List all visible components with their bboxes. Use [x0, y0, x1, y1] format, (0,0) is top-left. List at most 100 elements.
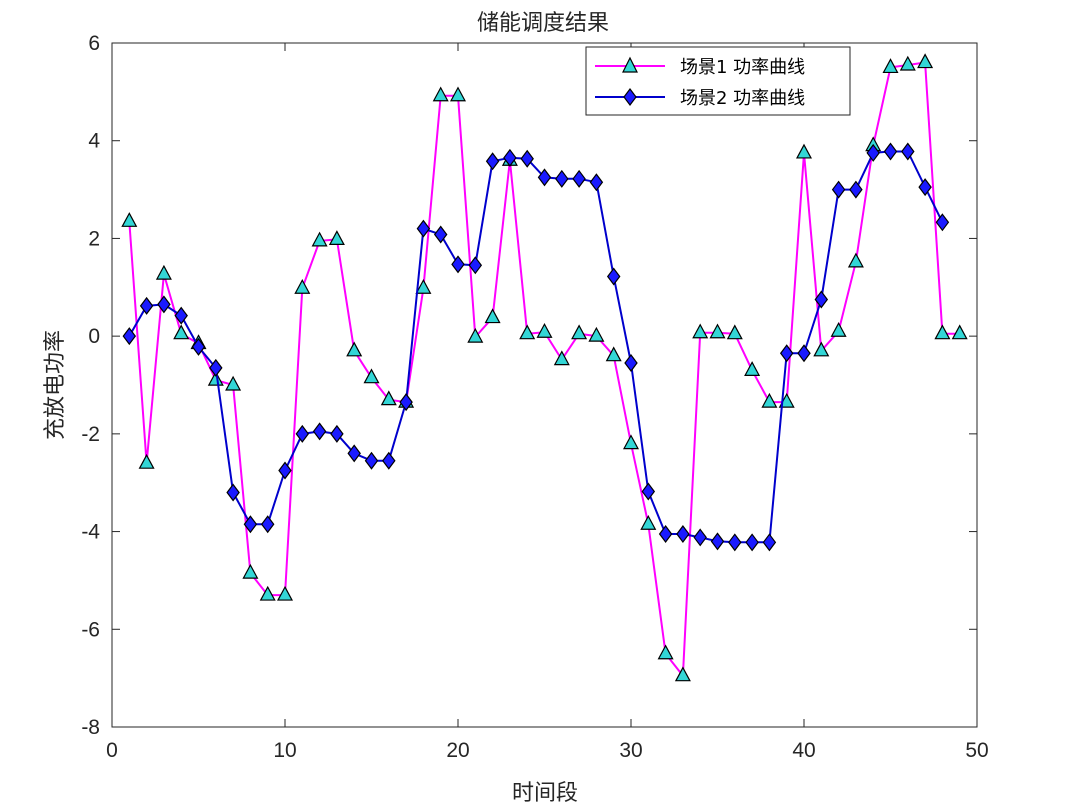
series-1-point — [553, 350, 570, 366]
series-1-point — [225, 375, 242, 391]
series-1-point — [640, 514, 657, 530]
axis-ticks: 0 10 20 30 40 50 -8 -6 -4 -2 0 2 4 6 — [81, 32, 988, 762]
series-1-point — [605, 346, 622, 362]
series-1-point — [536, 322, 553, 338]
series-2-point — [814, 290, 829, 309]
series-2-point — [883, 142, 898, 161]
y-tick-label: 2 — [88, 227, 100, 250]
series-1-point — [519, 324, 536, 340]
series-1-point — [951, 324, 968, 340]
series-2-point — [555, 169, 569, 188]
series-2-point — [174, 306, 188, 325]
series-2 — [122, 142, 950, 552]
series-2-point — [676, 525, 690, 544]
series-2-point — [226, 483, 240, 502]
y-tick-label: -8 — [81, 716, 100, 739]
series-1-point — [847, 252, 864, 268]
y-tick-label: 4 — [88, 130, 100, 153]
series-2-point — [901, 142, 915, 161]
series-1-point — [674, 666, 691, 682]
series-1-point — [813, 341, 830, 357]
series-2-point — [658, 525, 673, 544]
series-2-point — [918, 178, 932, 197]
series-2-point — [728, 533, 742, 552]
series-1-point — [467, 327, 484, 343]
series-1-point — [276, 585, 294, 601]
series-2-point — [537, 168, 552, 187]
series-1-point — [934, 324, 951, 340]
series-2-point — [139, 296, 154, 315]
legend-label-series-2: 场景2 功率曲线 — [680, 88, 805, 109]
series-2-point — [278, 461, 292, 480]
series-2-point — [849, 180, 863, 199]
series-2-point — [589, 173, 604, 192]
y-tick-label: -2 — [81, 423, 100, 446]
series-1-point — [899, 55, 916, 71]
legend-marker-series-1 — [622, 56, 638, 73]
series-1-point — [622, 434, 640, 450]
legend: 场景1 功率曲线 场景2 功率曲线 — [585, 46, 851, 116]
series-2-point — [451, 255, 465, 274]
y-axis-title: 充放电功率 — [43, 330, 68, 440]
series-2-point — [382, 451, 396, 470]
y-tick-label: -4 — [81, 521, 100, 544]
series-1-point — [259, 585, 276, 601]
series-1-point — [346, 341, 363, 357]
series-2-point — [295, 424, 310, 443]
series-2-point — [503, 148, 517, 167]
series-1-point — [795, 143, 813, 159]
series-1-point — [882, 58, 899, 74]
legend-label-series-1: 场景1 功率曲线 — [680, 57, 805, 78]
series-2-point — [641, 482, 656, 501]
y-tick-label: 6 — [88, 32, 100, 55]
series-2-point — [364, 451, 379, 470]
plot-frame — [111, 42, 978, 728]
series-2-point — [935, 213, 950, 232]
series-2-point — [745, 533, 759, 552]
series-1-point — [415, 278, 432, 294]
x-tick-label: 20 — [446, 739, 469, 762]
series-2-point — [710, 532, 725, 551]
series-1-point — [484, 308, 501, 324]
series-1-point — [380, 390, 397, 406]
series-2-point — [572, 169, 586, 188]
x-tick-label: 40 — [792, 739, 815, 762]
series-1-point — [328, 230, 345, 246]
series-1-point — [242, 563, 259, 579]
series-1-point — [761, 392, 778, 408]
series-2-point — [485, 152, 500, 171]
series-2-point — [122, 327, 137, 346]
series-1-point — [138, 453, 155, 469]
series-2-point — [157, 295, 171, 314]
series-2-point — [779, 344, 794, 363]
series-2-point — [209, 358, 223, 377]
series-1-point — [311, 231, 328, 247]
series-1-point — [692, 323, 709, 339]
series-2-point — [347, 444, 361, 463]
series-2-point — [520, 149, 534, 168]
series-2-point — [243, 515, 258, 534]
series-1-point — [155, 264, 172, 280]
x-tick-label: 10 — [273, 739, 296, 762]
series-2-point — [624, 354, 638, 373]
series-1-point — [173, 324, 190, 340]
series-2-point — [312, 422, 327, 441]
series-2-point — [693, 528, 707, 547]
series-1-point — [571, 324, 588, 340]
series-1-point — [726, 324, 743, 340]
series-2-point — [762, 533, 777, 552]
x-axis-title: 时间段 — [512, 781, 578, 806]
series-2-point — [468, 256, 483, 275]
series-1-point — [294, 278, 311, 294]
series-2-point — [433, 225, 448, 244]
series-1-point — [830, 321, 847, 337]
series-1-point — [207, 370, 224, 386]
series-1-point — [657, 644, 674, 660]
series-1-point — [744, 361, 761, 376]
x-tick-label: 30 — [619, 739, 642, 762]
series-2-point — [606, 267, 621, 286]
series-2-point — [797, 344, 811, 363]
series-1-point — [449, 86, 467, 102]
series-1-point — [121, 212, 138, 227]
series-layer — [121, 53, 968, 682]
